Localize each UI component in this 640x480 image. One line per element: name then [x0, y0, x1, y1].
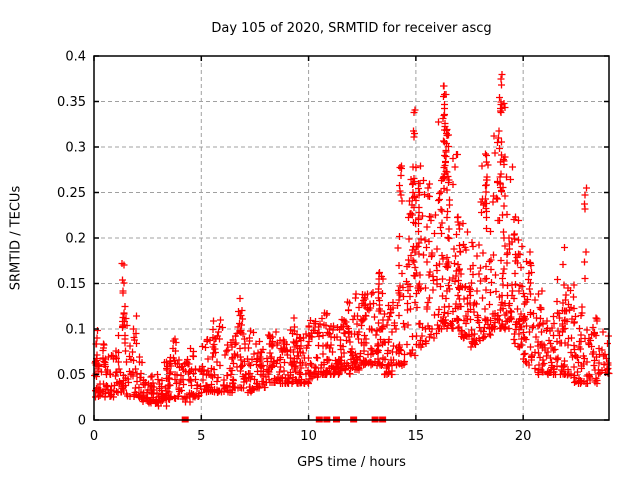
x-tick-label: 15	[408, 429, 425, 444]
y-tick-label: 0.25	[57, 186, 86, 201]
x-tick-label: 10	[300, 429, 317, 444]
x-tick-label: 0	[90, 429, 98, 444]
y-tick-label: 0.05	[57, 368, 86, 383]
y-tick-label: 0.1	[65, 323, 86, 338]
y-tick-label: 0	[78, 414, 86, 429]
y-tick-label: 0.2	[65, 232, 86, 247]
x-tick-label: 5	[197, 429, 205, 444]
y-tick-label: 0.3	[65, 141, 86, 156]
y-tick-label: 0.4	[65, 50, 86, 65]
y-tick-label: 0.35	[57, 95, 86, 110]
chart-title: Day 105 of 2020, SRMTID for receiver asc…	[211, 21, 492, 36]
scatter-points	[91, 71, 613, 410]
y-tick-label: 0.15	[57, 277, 86, 292]
x-axis-label: GPS time / hours	[297, 455, 406, 470]
x-tick-label: 20	[515, 429, 532, 444]
